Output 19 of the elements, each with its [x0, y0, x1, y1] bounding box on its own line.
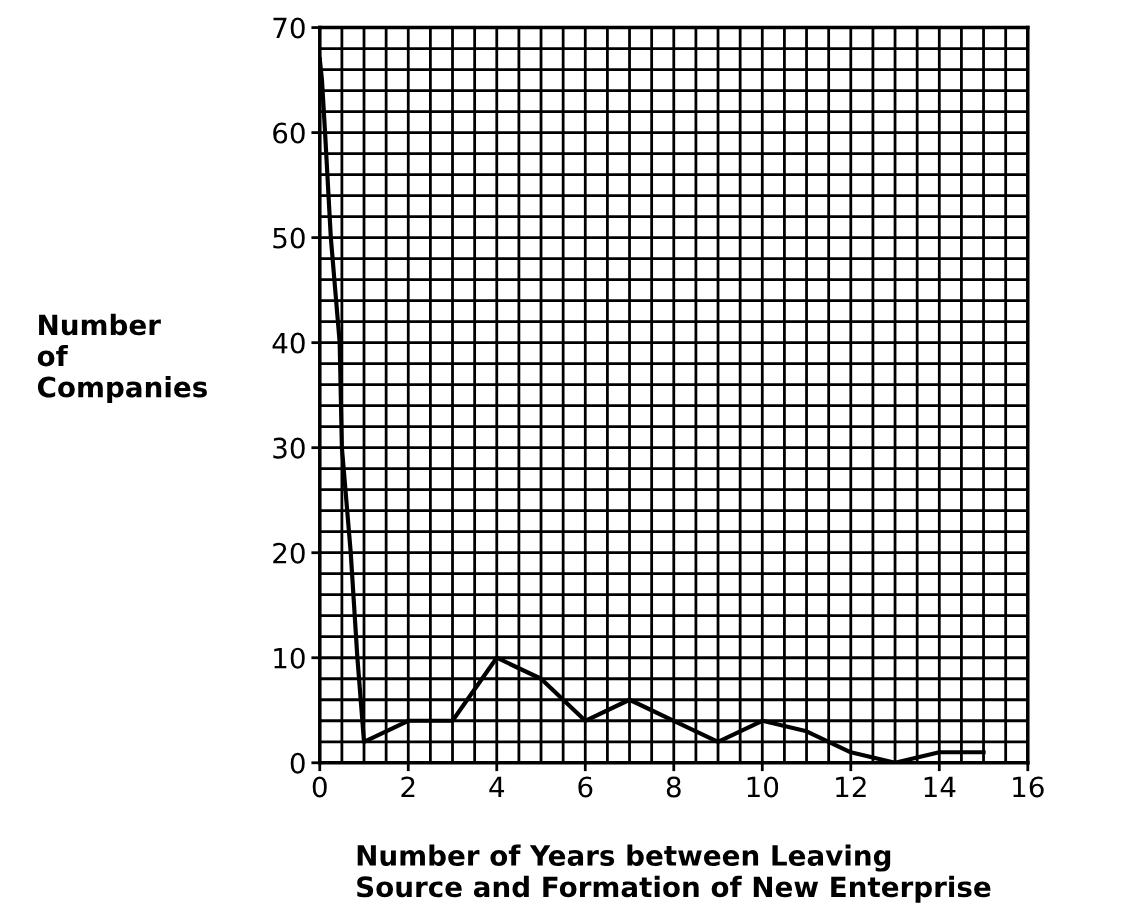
x-tick-label: 14 — [924, 776, 956, 798]
y-tick-label: 30 — [273, 437, 305, 459]
x-tick-label: 4 — [489, 776, 505, 798]
x-axis-title: Number of Years between Leaving Source and Formation of New Enterprise — [357, 844, 991, 903]
x-tick-label: 10 — [747, 776, 779, 798]
y-tick-label: 10 — [274, 647, 305, 669]
y-tick-label: 60 — [273, 122, 305, 144]
x-tick-label: 16 — [1013, 776, 1044, 798]
x-tick-label: 6 — [578, 776, 593, 798]
x-tick-label: 8 — [666, 776, 681, 798]
y-axis-title: Number of Companies — [37, 313, 207, 403]
y-tick-label: 50 — [273, 227, 305, 249]
x-tick-label: 0 — [312, 776, 327, 798]
y-tick-label: 0 — [290, 752, 305, 774]
y-tick-label: 70 — [273, 17, 305, 39]
y-tick-label: 40 — [272, 332, 305, 354]
x-tick-label: 12 — [836, 776, 866, 798]
y-tick-label: 20 — [273, 542, 305, 564]
x-tick-label: 2 — [401, 776, 415, 798]
